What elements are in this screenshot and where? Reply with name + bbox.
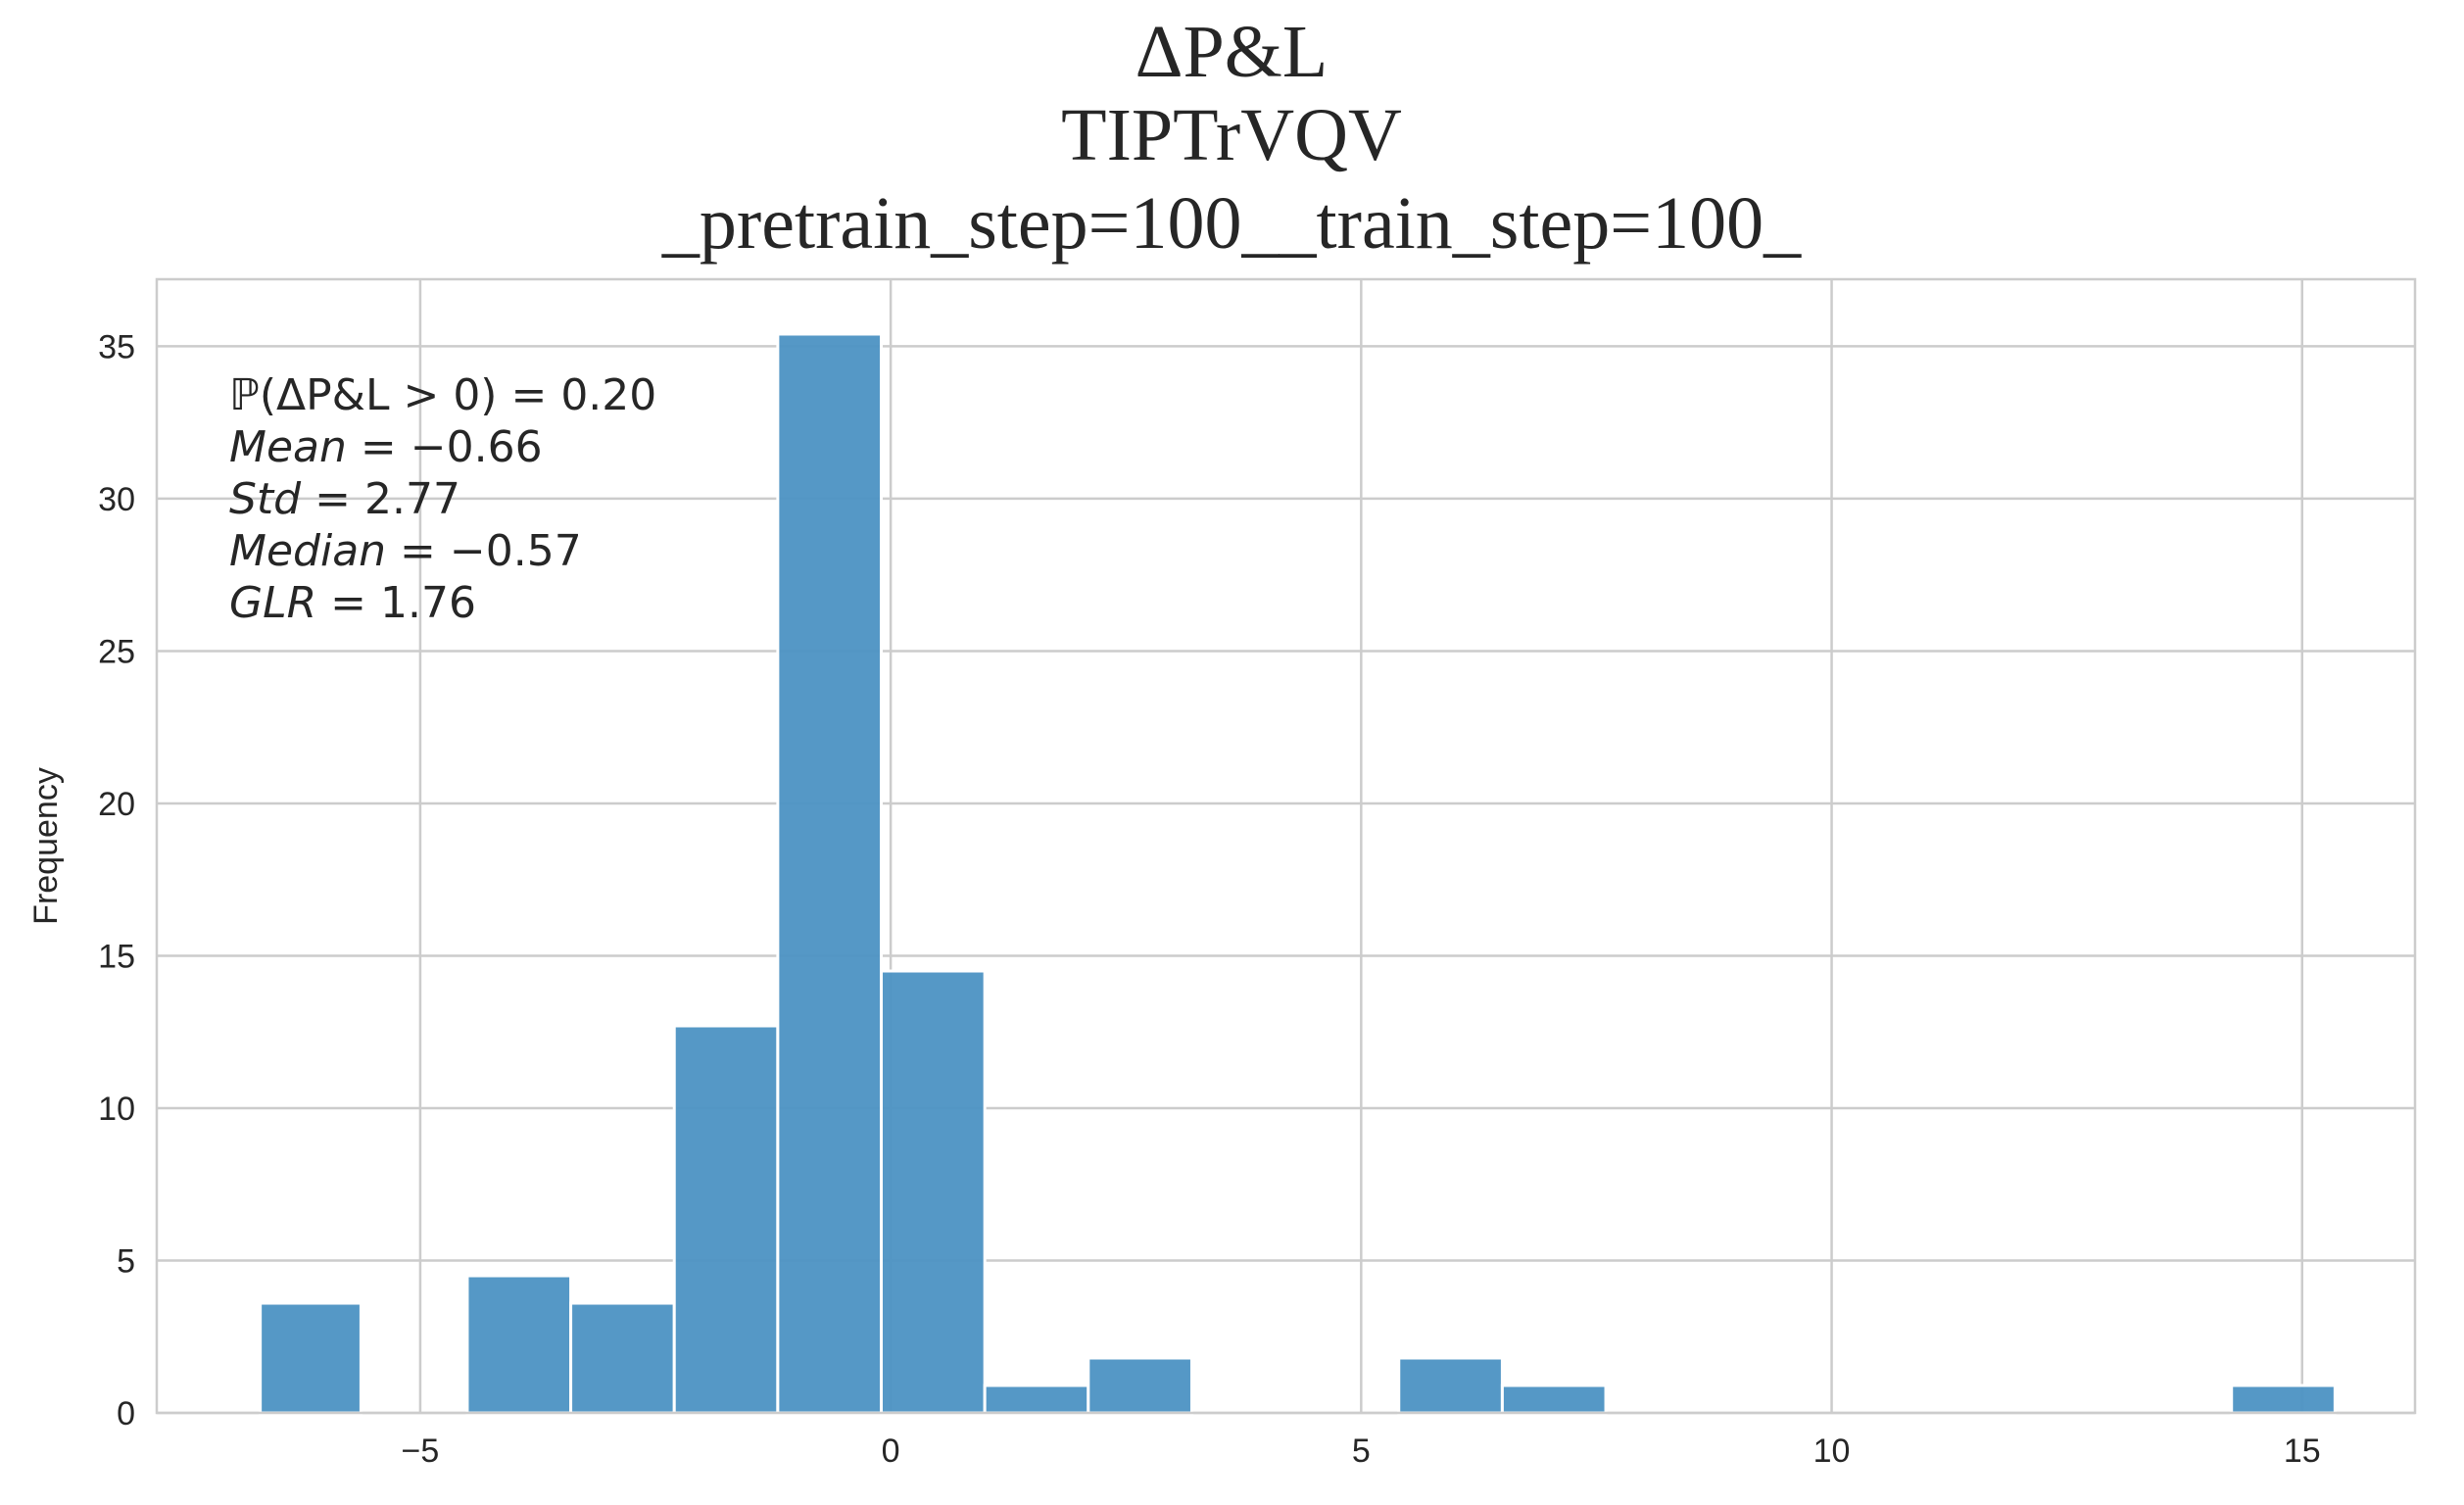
- annotation-stat-value: = −0.57: [386, 526, 582, 576]
- annotation-stat-value: = 2.77: [301, 474, 460, 524]
- annotation-stat-name: Median: [229, 526, 386, 576]
- histogram-bar: [1500, 1384, 1608, 1415]
- histogram-bar: [672, 1024, 780, 1415]
- histogram-bar: [1397, 1356, 1504, 1415]
- y-axis-label: Frequency: [27, 767, 65, 925]
- x-tick-label: 15: [2284, 1432, 2321, 1470]
- y-tick-label: 35: [98, 328, 135, 365]
- annotation-stat-value: = −0.66: [347, 422, 543, 472]
- annotation-stat-name: GLR: [229, 578, 316, 628]
- x-tick-labels: −5 0 5 10 15: [402, 1432, 2321, 1470]
- annotation-stat-value: ℙ(ΔP&L > 0) = 0.20: [229, 370, 656, 420]
- plot-frame: [155, 277, 2417, 1415]
- y-tick-label: 0: [117, 1395, 135, 1432]
- chart-title-line-1: ΔP&L: [1135, 11, 1329, 93]
- histogram-bar: [569, 1301, 676, 1415]
- y-tick-label: 5: [117, 1242, 135, 1280]
- chart-title-line-3: _pretrain_step=100__train_step=100_: [661, 182, 1802, 265]
- annotation-stat-value: = 1.76: [316, 578, 476, 628]
- x-tick-label: 0: [882, 1432, 900, 1470]
- histogram-bar: [259, 1301, 362, 1415]
- annotation-line: GLR = 1.76: [229, 578, 476, 628]
- histogram-bar: [465, 1274, 573, 1415]
- chart-title-line-2: TIPTrVQV: [1061, 94, 1402, 176]
- chart-title: ΔP&L TIPTrVQV _pretrain_step=100__train_…: [661, 11, 1802, 265]
- annotation-line: Mean = −0.66: [229, 422, 543, 472]
- annotation-line: Median = −0.57: [229, 526, 582, 576]
- x-tick-label: 5: [1352, 1432, 1371, 1470]
- y-tick-label: 30: [98, 481, 135, 518]
- y-tick-label: 10: [98, 1091, 135, 1128]
- annotation-line: Std = 2.77: [229, 474, 460, 524]
- y-tick-labels: 0 5 10 15 20 25 30 35: [98, 328, 135, 1432]
- histogram-bars: [259, 332, 2337, 1415]
- histogram-bar: [880, 969, 987, 1415]
- histogram-bar: [776, 332, 884, 1415]
- y-tick-label: 15: [98, 938, 135, 975]
- x-tick-label: −5: [402, 1432, 440, 1470]
- y-tick-label: 20: [98, 786, 135, 823]
- histogram-bar: [2230, 1384, 2337, 1415]
- x-tick-label: 10: [1813, 1432, 1851, 1470]
- annotation-stat-name: Mean: [229, 422, 347, 472]
- histogram-bar: [1087, 1356, 1193, 1415]
- y-tick-label: 25: [98, 633, 135, 670]
- annotation-line: ℙ(ΔP&L > 0) = 0.20: [229, 370, 656, 420]
- annotation-stat-name: Std: [229, 474, 302, 524]
- histogram-bar: [983, 1384, 1090, 1415]
